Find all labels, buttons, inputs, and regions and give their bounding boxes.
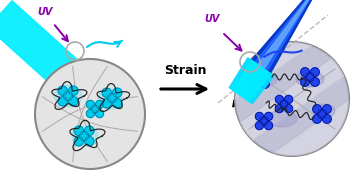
Circle shape bbox=[323, 115, 331, 123]
Circle shape bbox=[113, 88, 122, 97]
Circle shape bbox=[311, 68, 319, 76]
Ellipse shape bbox=[247, 71, 277, 87]
Ellipse shape bbox=[98, 89, 122, 109]
Circle shape bbox=[86, 100, 95, 108]
Circle shape bbox=[63, 91, 73, 101]
Circle shape bbox=[113, 99, 122, 108]
Circle shape bbox=[301, 78, 309, 86]
Text: UV: UV bbox=[204, 14, 219, 24]
Circle shape bbox=[280, 100, 288, 108]
Circle shape bbox=[255, 122, 263, 130]
Circle shape bbox=[107, 93, 116, 103]
Ellipse shape bbox=[267, 111, 297, 127]
Circle shape bbox=[260, 117, 268, 125]
Circle shape bbox=[79, 131, 89, 141]
Polygon shape bbox=[251, 0, 310, 76]
Circle shape bbox=[264, 122, 273, 130]
Circle shape bbox=[261, 80, 269, 88]
Polygon shape bbox=[255, 0, 310, 73]
Circle shape bbox=[313, 115, 321, 123]
Polygon shape bbox=[0, 1, 116, 121]
Ellipse shape bbox=[72, 126, 98, 146]
Polygon shape bbox=[248, 0, 312, 78]
Circle shape bbox=[275, 95, 283, 103]
Ellipse shape bbox=[313, 104, 335, 118]
Circle shape bbox=[102, 88, 111, 97]
Circle shape bbox=[102, 99, 111, 108]
Circle shape bbox=[74, 137, 83, 146]
Circle shape bbox=[285, 105, 293, 113]
Circle shape bbox=[74, 126, 83, 135]
Polygon shape bbox=[265, 94, 353, 178]
Circle shape bbox=[58, 97, 67, 106]
Circle shape bbox=[261, 70, 269, 78]
Circle shape bbox=[311, 78, 319, 86]
Polygon shape bbox=[226, 39, 333, 123]
Circle shape bbox=[68, 97, 78, 106]
Text: Strain: Strain bbox=[164, 64, 206, 77]
Circle shape bbox=[85, 137, 94, 146]
Circle shape bbox=[58, 86, 67, 95]
Polygon shape bbox=[239, 57, 345, 141]
Circle shape bbox=[86, 110, 95, 118]
Polygon shape bbox=[214, 21, 320, 105]
Circle shape bbox=[255, 112, 263, 120]
Circle shape bbox=[306, 73, 314, 81]
Circle shape bbox=[235, 42, 349, 156]
Circle shape bbox=[96, 100, 104, 108]
Circle shape bbox=[256, 75, 264, 83]
Circle shape bbox=[68, 86, 78, 95]
Circle shape bbox=[35, 59, 145, 169]
Circle shape bbox=[251, 80, 259, 88]
Ellipse shape bbox=[54, 85, 82, 107]
Polygon shape bbox=[252, 75, 353, 159]
Text: UV: UV bbox=[37, 7, 52, 17]
Circle shape bbox=[313, 105, 321, 113]
Circle shape bbox=[275, 105, 283, 113]
Circle shape bbox=[285, 95, 293, 103]
Circle shape bbox=[251, 70, 259, 78]
Circle shape bbox=[301, 68, 309, 76]
Polygon shape bbox=[233, 60, 271, 101]
Circle shape bbox=[96, 110, 104, 118]
Polygon shape bbox=[229, 58, 274, 104]
Circle shape bbox=[318, 110, 326, 118]
Ellipse shape bbox=[296, 71, 324, 87]
Circle shape bbox=[264, 112, 273, 120]
Circle shape bbox=[91, 105, 99, 113]
Circle shape bbox=[323, 105, 331, 113]
Circle shape bbox=[85, 126, 94, 135]
